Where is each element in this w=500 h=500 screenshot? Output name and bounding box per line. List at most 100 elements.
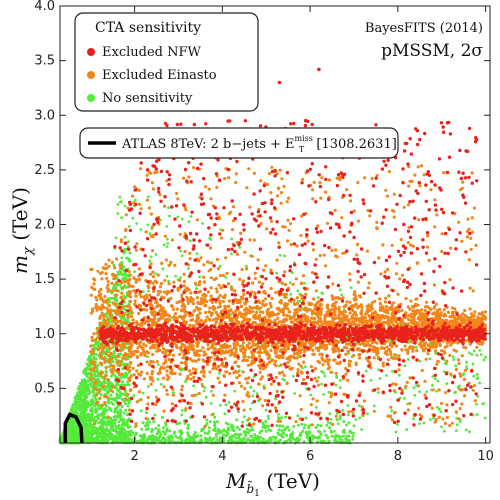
data-point [106,317,110,321]
data-point [152,289,156,293]
data-point [149,382,153,386]
data-point [256,438,260,442]
data-point [114,384,118,387]
data-point [286,425,290,429]
data-point [121,273,125,277]
data-point [158,348,162,352]
data-point [267,424,271,428]
data-point [94,303,98,307]
data-point [391,369,394,373]
data-point [154,402,158,406]
data-point [389,342,393,347]
data-point [242,436,246,440]
data-point [201,346,205,350]
data-point [103,429,106,433]
data-point [478,381,482,385]
data-point [90,411,94,415]
data-point [127,417,131,421]
data-point [378,297,382,301]
data-point [435,389,438,393]
data-point [377,368,380,372]
data-point [309,393,313,397]
data-point [297,423,300,427]
data-point [246,427,249,431]
data-point [345,314,349,318]
data-point [96,374,100,378]
data-point [176,436,180,440]
data-point [160,416,164,419]
data-point [131,284,135,289]
data-point [364,356,369,360]
data-point [238,437,242,441]
data-point [169,440,173,443]
data-point [113,418,117,422]
data-point [278,253,282,257]
data-point [171,391,175,394]
data-point [118,195,122,199]
data-point [91,352,95,356]
data-point [93,373,97,377]
data-point [423,308,427,313]
data-point [108,437,112,441]
data-point [318,352,322,356]
data-point [115,394,119,398]
data-point [83,410,87,414]
data-point [146,395,150,400]
data-point [317,376,320,379]
data-point [107,350,111,354]
data-point [431,384,434,387]
data-point [276,431,280,435]
data-point [135,222,139,225]
data-point [104,365,108,370]
data-point [217,371,221,375]
data-point [210,351,214,355]
data-point [85,395,89,399]
data-point [317,429,321,433]
data-point [201,222,204,225]
data-point [187,267,190,270]
data-point [116,411,120,414]
data-point [172,432,176,435]
data-point [341,296,345,300]
data-point [110,289,114,293]
data-point [146,427,150,431]
data-point [182,319,186,323]
data-point [436,379,440,383]
data-point [95,298,99,302]
data-point [344,437,348,441]
data-point [342,420,346,423]
data-point [105,394,109,399]
data-point [369,378,373,382]
data-point [213,342,217,346]
data-point [147,420,151,424]
data-point [274,436,278,440]
data-point [338,379,342,382]
data-point [123,280,127,284]
data-point [149,360,153,364]
data-point [265,362,269,367]
data-point [180,413,184,417]
data-point [279,308,283,312]
data-point [403,397,406,400]
data-point [275,271,279,275]
data-point [180,254,184,258]
data-point [189,215,193,218]
data-point [472,374,476,378]
data-point [144,344,148,348]
data-point [230,252,233,256]
data-point [107,388,111,392]
data-point [282,432,286,435]
data-point [81,399,85,403]
data-point [146,385,150,388]
data-point [483,310,487,314]
data-point [202,370,206,375]
data-point [203,431,207,435]
data-point [326,436,330,440]
data-point [139,295,143,299]
data-point [258,370,262,374]
data-point [124,357,128,361]
data-point [162,385,166,389]
data-point [97,421,101,425]
data-point [341,409,345,412]
data-point [109,393,113,397]
